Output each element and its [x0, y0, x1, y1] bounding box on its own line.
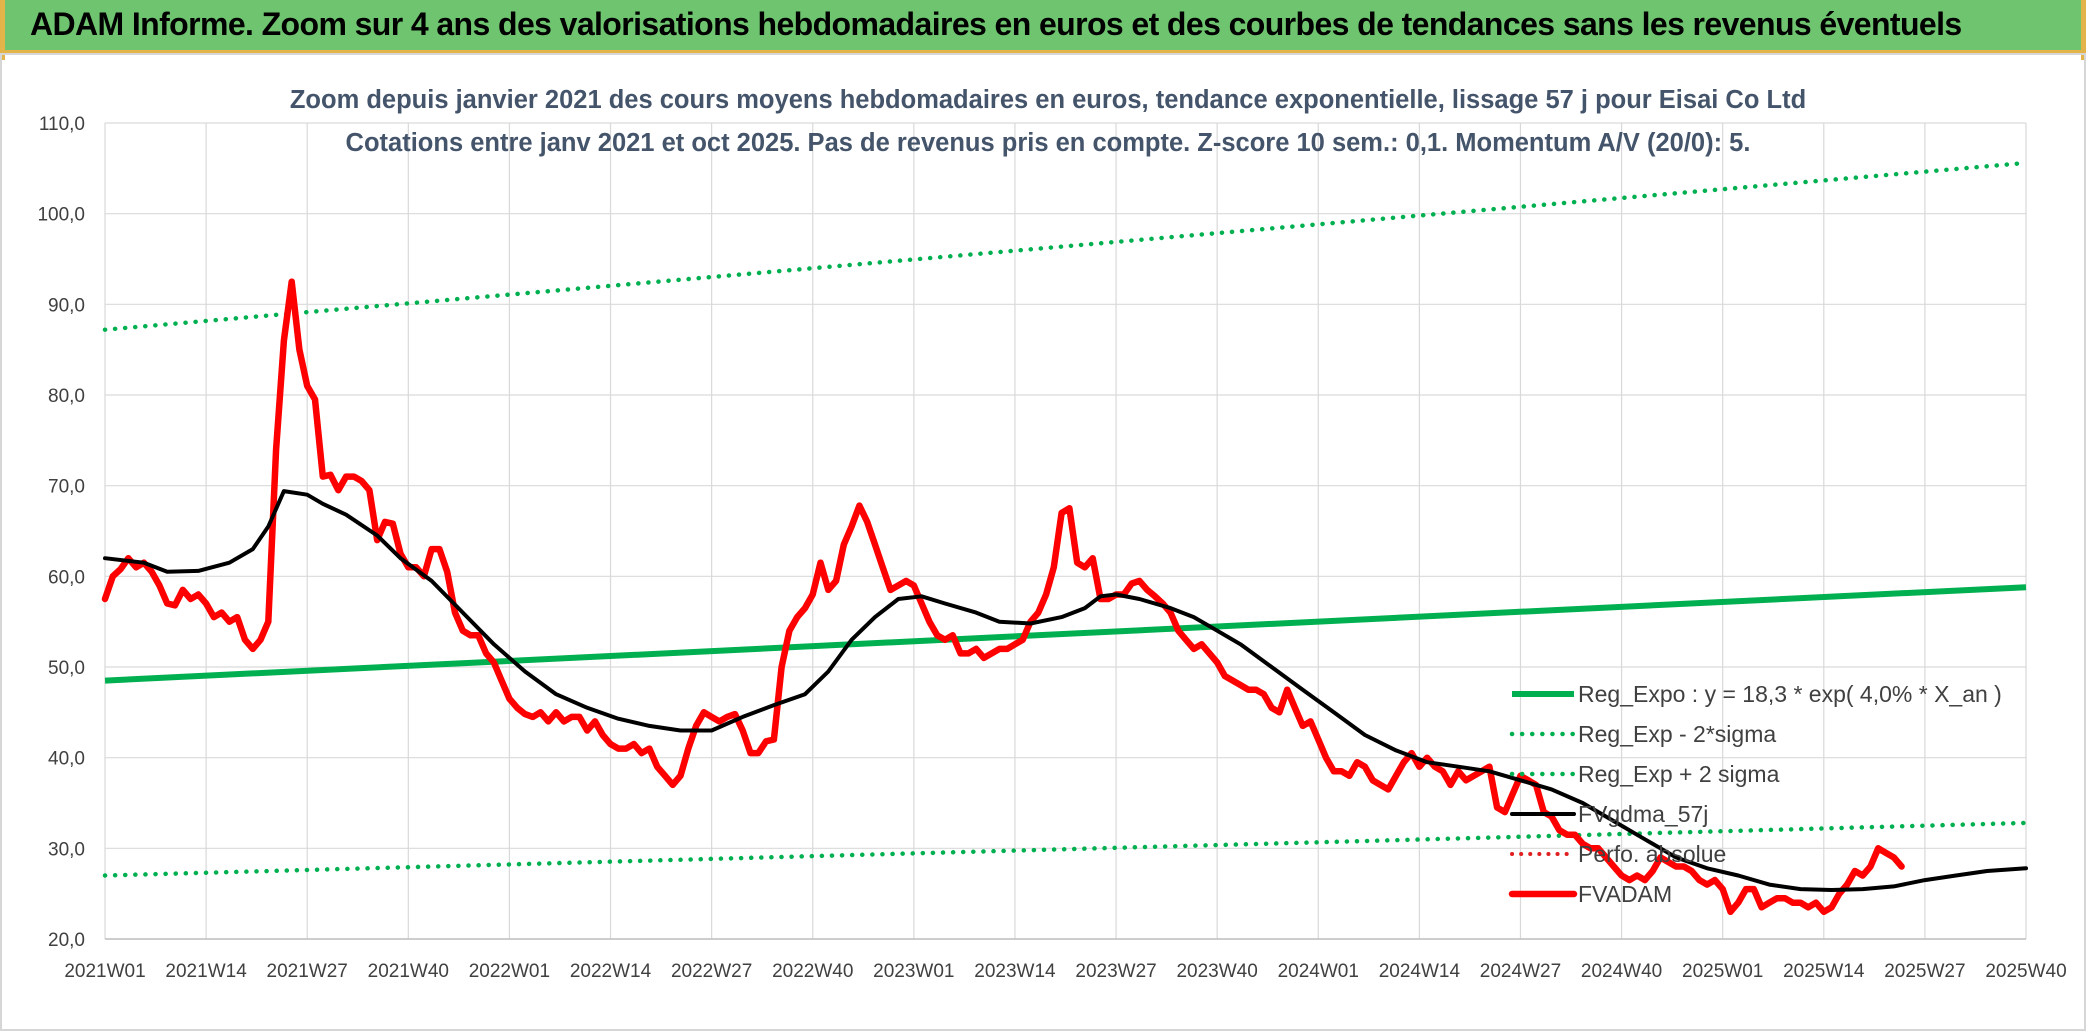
x-tick-label: 2024W01 — [1278, 961, 1359, 982]
legend-label: Reg_Expo : y = 18,3 * exp( 4,0% * X_an ) — [1578, 681, 2002, 707]
x-tick-label: 2021W14 — [165, 961, 247, 982]
x-tick-label: 2025W40 — [1985, 961, 2066, 982]
x-tick-label: 2024W40 — [1581, 961, 1662, 982]
x-tick-label: 2023W27 — [1075, 961, 1156, 982]
x-tick-label: 2025W27 — [1884, 961, 1965, 982]
y-tick-label: 70,0 — [48, 477, 85, 498]
legend-label: Reg_Exp + 2 sigma — [1578, 761, 1780, 787]
series-line-solid-black — [103, 489, 2028, 892]
legend-label: FVADAM — [1578, 881, 1672, 907]
legend-label: FVgdma_57j — [1578, 801, 1708, 827]
y-tick-label: 80,0 — [48, 386, 85, 407]
y-tick-label: 110,0 — [39, 114, 85, 135]
x-tick-label: 2023W14 — [974, 961, 1056, 982]
chart-title-line-1: Zoom depuis janvier 2021 des cours moyen… — [290, 86, 1806, 114]
series-line-solid-green-thick — [104, 584, 2027, 684]
chart-frame — [0, 53, 2086, 1031]
left-accent-stripe — [0, 0, 5, 60]
x-tick-label: 2025W01 — [1682, 961, 1763, 982]
y-tick-label: 30,0 — [48, 839, 85, 860]
chart-title-line-2: Cotations entre janv 2021 et oct 2025. P… — [346, 129, 1751, 157]
x-tick-label: 2022W27 — [671, 961, 752, 982]
x-tick-label: 2023W01 — [873, 961, 954, 982]
series-layer — [101, 160, 2029, 916]
x-tick-label: 2022W40 — [772, 961, 853, 982]
y-tick-label: 40,0 — [48, 749, 85, 770]
y-axis-ticks: 20,0 30,0 40,0 50,0 60,0 70,0 80,0 90,0 100,0 110… — [37, 114, 85, 951]
x-axis-ticks: 2021W01 2021W14 2021W27 2021W40 2022W01 2022W… — [64, 961, 2066, 982]
header-bar: ADAM Informe. Zoom sur 4 ans des valoris… — [0, 0, 2086, 53]
legend: Reg_Expo : y = 18,3 * exp( 4,0% * X_an )… — [1508, 681, 2002, 907]
series-line-dotted-green — [102, 160, 2029, 332]
page-title: ADAM Informe. Zoom sur 4 ans des valoris… — [30, 6, 1962, 42]
y-tick-label: 20,0 — [48, 930, 85, 951]
series-line-dotted-green — [102, 820, 2029, 878]
y-tick-label: 100,0 — [37, 205, 85, 226]
x-tick-label: 2021W40 — [368, 961, 449, 982]
x-tick-label: 2024W27 — [1480, 961, 1561, 982]
right-accent-stripe — [2081, 0, 2086, 60]
x-tick-label: 2023W40 — [1176, 961, 1257, 982]
x-tick-label: 2024W14 — [1379, 961, 1461, 982]
x-tick-label: 2022W14 — [570, 961, 652, 982]
x-tick-label: 2021W27 — [267, 961, 348, 982]
x-tick-label: 2025W14 — [1783, 961, 1865, 982]
x-tick-label: 2022W01 — [469, 961, 550, 982]
legend-label: Perfo. absolue — [1578, 841, 1726, 867]
legend-label: Reg_Exp - 2*sigma — [1578, 721, 1776, 747]
y-tick-label: 50,0 — [48, 658, 85, 679]
x-tick-label: 2021W01 — [64, 961, 145, 982]
y-tick-label: 90,0 — [48, 295, 85, 316]
y-tick-label: 60,0 — [48, 567, 85, 588]
